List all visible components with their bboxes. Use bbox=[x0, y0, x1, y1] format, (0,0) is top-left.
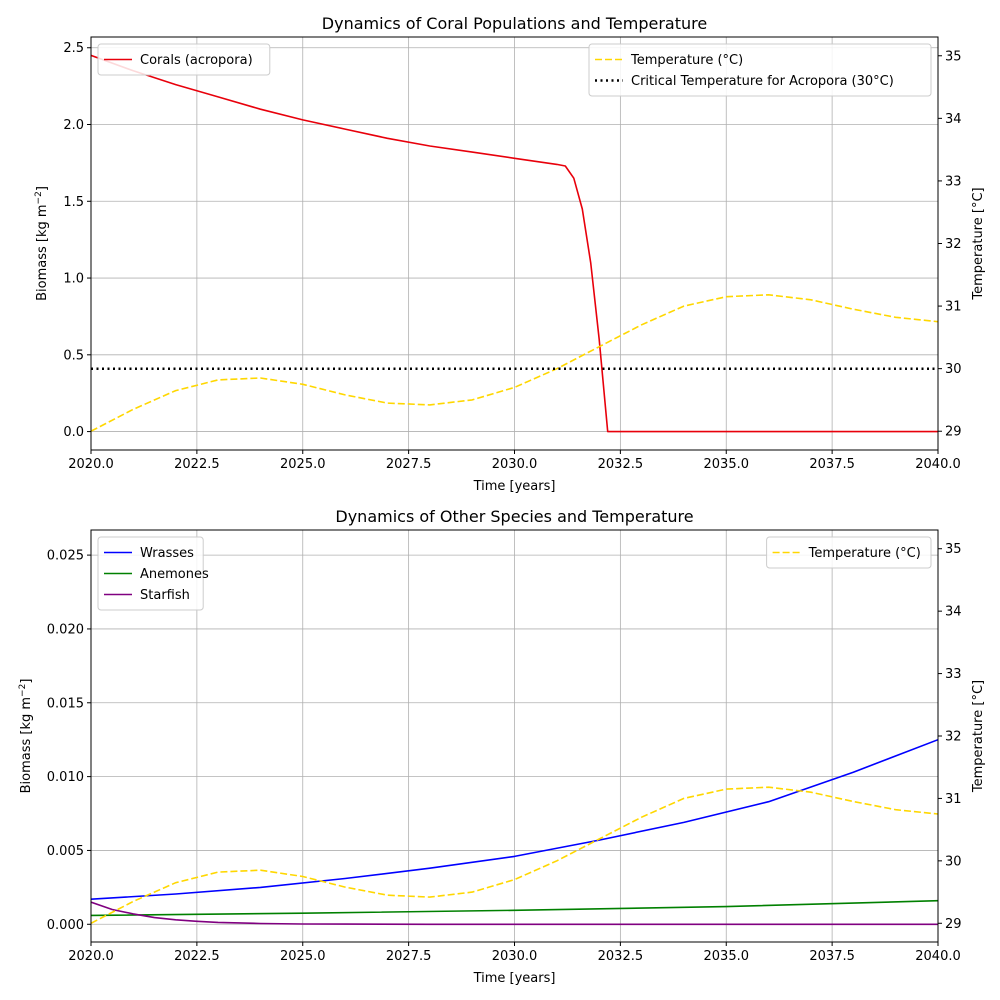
y-tick-label: 2.0 bbox=[63, 118, 84, 133]
series-line-corals-acropora bbox=[91, 54, 938, 433]
legend-left: Corals (acropora) bbox=[97, 43, 271, 76]
x-axis-label: Time [years] bbox=[473, 479, 556, 494]
y2-tick-label: 30 bbox=[945, 362, 962, 377]
y2-tick-label: 32 bbox=[945, 237, 962, 252]
plot-area: 2020.0 2022.5 2025.0 2027.5 2030.0 2032.5 2035… bbox=[47, 529, 962, 964]
y2-tick-label: 31 bbox=[945, 792, 962, 807]
x-tick-label: 2020.0 bbox=[68, 457, 114, 472]
legend-label-starfish: Starfish bbox=[140, 588, 190, 603]
y2-axis-label: Temperature [°C] bbox=[971, 187, 986, 300]
y2-tick-label: 34 bbox=[945, 112, 962, 127]
series-line-anemones bbox=[91, 899, 938, 917]
y2-tick-label: 29 bbox=[945, 425, 962, 440]
y-axis-label-exponent: −2 bbox=[18, 684, 28, 697]
y-tick-label: 0.005 bbox=[47, 844, 84, 859]
y-axis-label-base: Biomass [kg m bbox=[35, 204, 50, 300]
x-tick-label: 2025.0 bbox=[280, 949, 326, 964]
series-line-starfish bbox=[91, 901, 938, 926]
y-tick-label: 0.010 bbox=[47, 770, 84, 785]
y-tick-label: 2.5 bbox=[63, 41, 84, 56]
y-axis-label-close: ] bbox=[35, 186, 50, 191]
series-line-temperature-c bbox=[91, 786, 938, 925]
y2-tick-label: 33 bbox=[945, 174, 962, 189]
x-tick-label: 2032.5 bbox=[598, 949, 644, 964]
legend-box bbox=[97, 536, 204, 611]
y2-tick-label: 30 bbox=[945, 854, 962, 869]
series-group bbox=[91, 54, 938, 433]
y-axis-label-close: ] bbox=[19, 679, 34, 684]
y2-tick-label: 31 bbox=[945, 300, 962, 315]
y2-tick-label: 33 bbox=[945, 667, 962, 682]
legend-label-wrasses: Wrasses bbox=[140, 546, 194, 561]
legend-label-anemones: Anemones bbox=[140, 567, 209, 582]
series-group bbox=[91, 738, 938, 926]
y2-tick-label: 35 bbox=[945, 49, 962, 64]
y-tick-label: 0.5 bbox=[63, 348, 84, 363]
x-tick-label: 2037.5 bbox=[809, 949, 855, 964]
y-tick-label: 0.0 bbox=[63, 425, 84, 440]
y-axis-label-exponent: −2 bbox=[34, 191, 44, 204]
y-tick-label: 0.000 bbox=[47, 918, 84, 933]
legend-label-critical-temperature-for-acropora-30-c: Critical Temperature for Acropora (30°C) bbox=[631, 74, 894, 89]
y2-tick-label: 35 bbox=[945, 542, 962, 557]
x-axis-label: Time [years] bbox=[473, 971, 556, 986]
x-tick-label: 2040.0 bbox=[915, 457, 961, 472]
y2-tick-label: 34 bbox=[945, 605, 962, 620]
legend-right: Temperature (°C) Critical Temperature for… bbox=[588, 43, 932, 97]
plot-area: 2020.0 2022.5 2025.0 2027.5 2030.0 2032.5 2035… bbox=[63, 36, 962, 472]
y-tick-label: 0.025 bbox=[47, 549, 84, 564]
legend-label-temperature-c: Temperature (°C) bbox=[808, 546, 921, 561]
y-axis-label: Biomass [kg m−2] bbox=[18, 679, 34, 794]
y2-tick-label: 29 bbox=[945, 917, 962, 932]
x-tick-label: 2032.5 bbox=[598, 457, 644, 472]
legend-left: Wrasses Anemones Starfish bbox=[97, 536, 209, 611]
x-tick-label: 2030.0 bbox=[492, 457, 538, 472]
x-tick-label: 2035.0 bbox=[704, 949, 750, 964]
chart-title: Dynamics of Coral Populations and Temper… bbox=[322, 14, 707, 33]
y-axis-label-base: Biomass [kg m bbox=[19, 697, 34, 793]
series-line-wrasses bbox=[91, 738, 938, 900]
x-tick-label: 2022.5 bbox=[174, 457, 220, 472]
x-tick-label: 2022.5 bbox=[174, 949, 220, 964]
legend-box bbox=[588, 43, 932, 97]
x-tick-label: 2035.0 bbox=[704, 457, 750, 472]
x-tick-label: 2027.5 bbox=[386, 949, 432, 964]
legend-label-temperature-c: Temperature (°C) bbox=[630, 53, 743, 68]
chart-title: Dynamics of Other Species and Temperatur… bbox=[335, 507, 693, 526]
chart-coral-populations: 2020.0 2022.5 2025.0 2027.5 2030.0 2032.5 2035… bbox=[34, 14, 986, 494]
x-tick-label: 2025.0 bbox=[280, 457, 326, 472]
series-line-temperature-c bbox=[91, 293, 938, 432]
x-tick-label: 2020.0 bbox=[68, 949, 114, 964]
y2-axis-label: Temperature [°C] bbox=[971, 680, 986, 793]
legend-box bbox=[766, 536, 932, 569]
legend-right: Temperature (°C) bbox=[766, 536, 932, 569]
x-tick-label: 2040.0 bbox=[915, 949, 961, 964]
y-tick-label: 0.015 bbox=[47, 696, 84, 711]
legend-box bbox=[97, 43, 271, 76]
x-tick-label: 2027.5 bbox=[386, 457, 432, 472]
y-axis-label: Biomass [kg m−2] bbox=[34, 186, 50, 301]
y2-tick-label: 32 bbox=[945, 730, 962, 745]
chart-other-species: 2020.0 2022.5 2025.0 2027.5 2030.0 2032.5 2035… bbox=[18, 507, 986, 986]
y-tick-label: 1.5 bbox=[63, 195, 84, 210]
y-tick-label: 0.020 bbox=[47, 622, 84, 637]
y-tick-label: 1.0 bbox=[63, 272, 84, 287]
legend-label-corals-acropora: Corals (acropora) bbox=[140, 53, 253, 68]
x-tick-label: 2030.0 bbox=[492, 949, 538, 964]
x-tick-label: 2037.5 bbox=[809, 457, 855, 472]
